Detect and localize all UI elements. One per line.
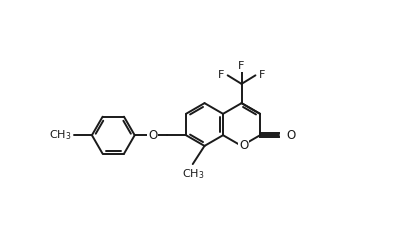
- Text: O: O: [148, 129, 158, 142]
- Text: O: O: [239, 139, 248, 152]
- Text: CH$_3$: CH$_3$: [182, 167, 204, 181]
- Text: F: F: [218, 70, 224, 80]
- Text: CH$_3$: CH$_3$: [49, 128, 71, 142]
- Text: F: F: [259, 70, 265, 80]
- Text: F: F: [239, 61, 245, 71]
- Text: O: O: [286, 129, 296, 142]
